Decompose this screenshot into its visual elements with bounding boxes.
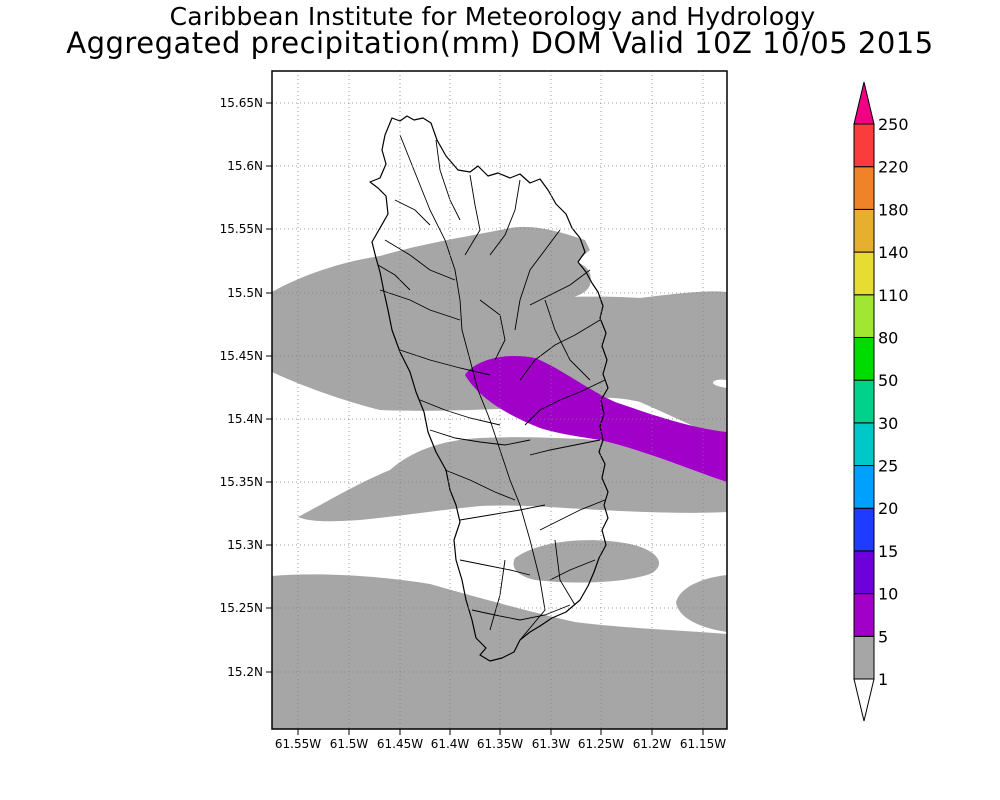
lat-label: 15.2N <box>227 665 263 679</box>
colorbar-label: 10 <box>878 585 898 604</box>
colorbar-label: 50 <box>878 371 898 390</box>
longitude-labels: 61.55W 61.5W 61.45W 61.4W 61.35W 61.3W 6… <box>275 737 726 751</box>
colorbar-segment <box>853 593 875 637</box>
colorbar-label: 1 <box>878 670 888 689</box>
colorbar-label: 250 <box>878 115 909 134</box>
lon-label: 61.55W <box>275 737 321 751</box>
colorbar-segment <box>853 507 875 552</box>
colorbar-label: 220 <box>878 158 909 177</box>
map-plot-area <box>272 71 727 729</box>
lon-label: 61.35W <box>477 737 523 751</box>
lon-label: 61.2W <box>633 737 672 751</box>
colorbar-label: 25 <box>878 457 898 476</box>
title-line-1: Caribbean Institute for Meteorology and … <box>169 2 816 31</box>
precip-band-1-5mm <box>298 437 727 522</box>
colorbar-segment <box>853 251 875 296</box>
precip-band-1-5mm <box>676 575 727 632</box>
colorbar-segment <box>853 550 875 595</box>
lat-label: 15.25N <box>220 601 263 615</box>
lat-label: 15.45N <box>220 349 263 363</box>
lat-label: 15.35N <box>220 475 263 489</box>
colorbar-label: 110 <box>878 286 909 305</box>
colorbar-label: 180 <box>878 200 909 219</box>
precip-band-1-5mm <box>272 574 727 729</box>
lon-label: 61.15W <box>680 737 726 751</box>
lon-label: 61.25W <box>578 737 624 751</box>
lon-label: 61.5W <box>330 737 369 751</box>
latitude-labels: 15.65N 15.6N 15.55N 15.5N 15.45N 15.4N 1… <box>220 96 263 679</box>
graticule <box>272 71 727 729</box>
colorbar-under-arrow <box>853 678 875 722</box>
colorbar-label: 20 <box>878 499 898 518</box>
colorbar-segment <box>853 379 875 424</box>
colorbar-segment <box>853 635 875 680</box>
island-outline <box>369 115 609 662</box>
colorbar-segment <box>853 465 875 509</box>
lat-label: 15.4N <box>227 412 263 426</box>
colorbar-segment <box>853 123 875 168</box>
colorbar-label: 80 <box>878 328 898 347</box>
colorbar-segment <box>853 208 875 253</box>
colorbar-segment <box>853 294 875 338</box>
tick-marks <box>266 102 704 735</box>
title-line-2: Aggregated precipitation(mm) DOM Valid 1… <box>66 26 934 60</box>
lon-label: 61.4W <box>431 737 470 751</box>
colorbar-segment <box>853 336 875 381</box>
precip-band-1-5mm <box>272 226 727 440</box>
colorbar-segment <box>853 422 875 467</box>
colorbar-label: 15 <box>878 542 898 561</box>
lat-label: 15.6N <box>227 159 263 173</box>
lat-label: 15.65N <box>220 96 263 110</box>
colorbar-label: 30 <box>878 414 898 433</box>
colorbar-label: 5 <box>878 627 888 646</box>
lon-label: 61.3W <box>532 737 571 751</box>
colorbar-label: 140 <box>878 243 909 262</box>
lat-label: 15.55N <box>220 222 263 236</box>
precip-band-1-5mm <box>513 540 660 583</box>
colorbar-over-arrow <box>853 81 875 125</box>
colorbar-segment <box>853 166 875 210</box>
lon-label: 61.45W <box>377 737 423 751</box>
lat-label: 15.5N <box>227 286 263 300</box>
lat-label: 15.3N <box>227 538 263 552</box>
